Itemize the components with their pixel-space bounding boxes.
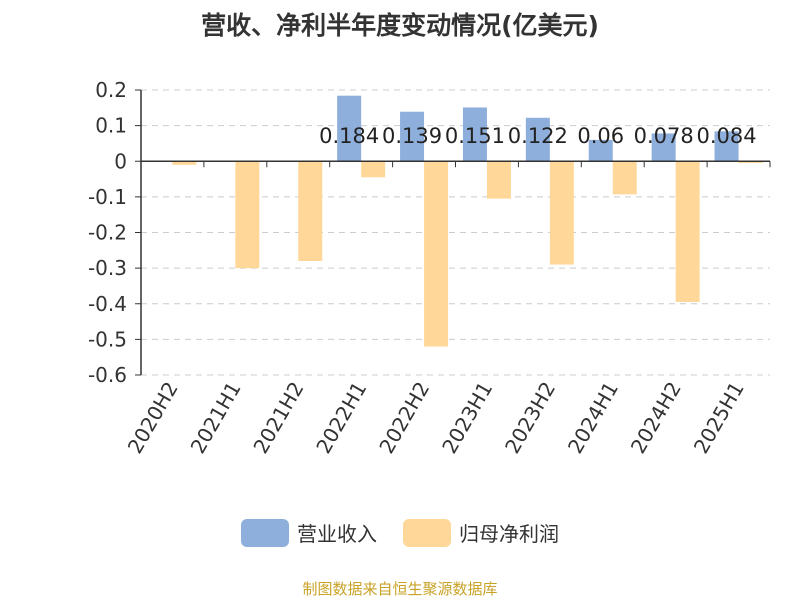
y-tick-label: -0.1: [88, 185, 127, 209]
bar-revenue: [462, 107, 487, 162]
legend-label-net-profit: 归母净利润: [459, 522, 559, 546]
data-label-revenue: 0.078: [634, 124, 694, 148]
bar-net-profit: [424, 161, 449, 347]
legend-swatch-net-profit: [403, 518, 451, 547]
x-tick-label: 2024H1: [563, 378, 623, 458]
source-note: 制图数据来自恒生聚源数据库: [302, 580, 498, 598]
x-tick-label: 2023H2: [500, 378, 560, 458]
x-tick-label: 2023H1: [437, 378, 497, 458]
bar-revenue: [651, 133, 676, 162]
bar-net-profit: [172, 161, 197, 165]
bar-revenue: [337, 95, 362, 162]
x-tick-label: 2021H2: [248, 378, 308, 458]
data-label-revenue: 0.084: [696, 124, 756, 148]
chart-title: 营收、净利半年度变动情况(亿美元): [201, 11, 599, 40]
legend-item-revenue[interactable]: 营业收入: [241, 518, 377, 547]
y-tick-label: 0: [114, 149, 127, 173]
data-label-revenue: 0.151: [445, 124, 505, 148]
legend: 营业收入 归母净利润: [0, 518, 800, 547]
x-tick-label: 2021H1: [186, 378, 246, 458]
legend-item-net-profit[interactable]: 归母净利润: [403, 518, 559, 547]
bar-revenue: [400, 111, 425, 162]
legend-swatch-revenue: [241, 518, 289, 547]
bar-revenue: [588, 139, 613, 162]
data-label-revenue: 0.06: [577, 124, 624, 148]
bar-revenue: [525, 117, 550, 162]
bar-net-profit: [235, 161, 260, 269]
y-tick-label: -0.6: [88, 363, 127, 387]
bar-revenue: [714, 131, 739, 162]
y-tick-label: -0.3: [88, 256, 127, 280]
bar-layer: [172, 95, 763, 347]
bar-net-profit: [675, 161, 700, 302]
bar-net-profit: [612, 161, 637, 195]
y-tick-label: -0.4: [88, 292, 127, 316]
axis-layer: 0.2 0.1 0 -0.1 -0.2 -0.3 -0.4 -0.5 -0.6: [88, 78, 771, 387]
data-label-revenue: 0.184: [319, 124, 379, 148]
bar-net-profit: [298, 161, 323, 261]
bar-net-profit: [486, 161, 511, 199]
x-tick-label: 2025H1: [689, 378, 749, 458]
y-tick-label: 0.1: [95, 114, 127, 138]
bar-net-profit: [361, 161, 386, 178]
x-tick-label: 2024H2: [626, 378, 686, 458]
legend-label-revenue: 营业收入: [297, 522, 377, 546]
data-label-revenue: 0.122: [508, 124, 568, 148]
data-label-revenue: 0.139: [382, 124, 442, 148]
x-tick-label: 2022H1: [311, 378, 371, 458]
x-tick-label: 2020H2: [123, 378, 183, 458]
y-tick-label: -0.5: [88, 327, 127, 351]
y-tick-label: -0.2: [88, 221, 127, 245]
y-tick-label: 0.2: [95, 78, 127, 102]
x-tick-label: 2022H2: [374, 378, 434, 458]
bar-net-profit: [549, 161, 574, 265]
bar-net-profit: [738, 161, 763, 164]
